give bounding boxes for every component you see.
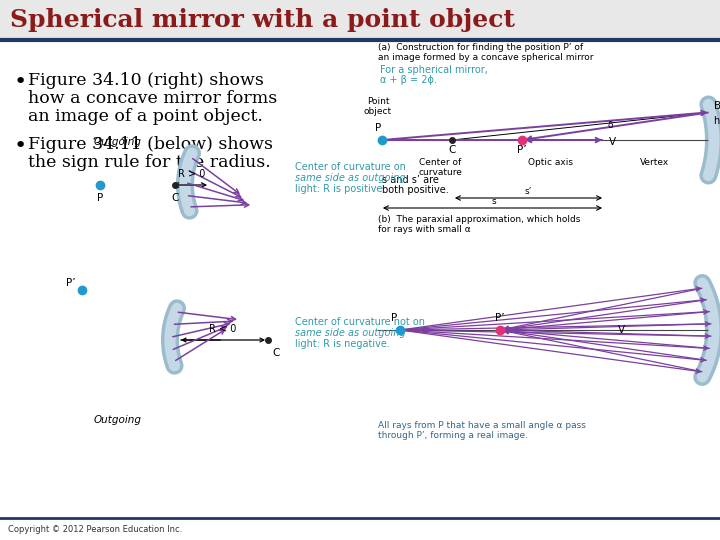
Text: an image formed by a concave spherical mirror: an image formed by a concave spherical m… — [378, 53, 593, 63]
Text: the sign rule for the radius.: the sign rule for the radius. — [28, 154, 271, 171]
Text: for rays with small α: for rays with small α — [378, 226, 471, 234]
Text: Center of curvature on: Center of curvature on — [295, 162, 406, 172]
Text: V: V — [609, 137, 616, 147]
Text: Optic axis: Optic axis — [528, 158, 572, 167]
Text: s: s — [491, 197, 496, 206]
Text: For a spherical mirror,: For a spherical mirror, — [380, 65, 488, 75]
Text: Spherical mirror with a point object: Spherical mirror with a point object — [10, 8, 515, 32]
Text: (a)  Construction for finding the position P’ of: (a) Construction for finding the positio… — [378, 44, 583, 52]
Bar — [0, 0, 720, 40]
Text: Vertex: Vertex — [640, 158, 670, 167]
Text: s’: s’ — [525, 187, 532, 196]
Text: C: C — [272, 348, 279, 358]
Text: Point
object: Point object — [364, 97, 392, 117]
Text: Figure 34.10 (right) shows: Figure 34.10 (right) shows — [28, 72, 264, 89]
Text: same side as outgoing: same side as outgoing — [295, 173, 405, 183]
Text: s and s’ are: s and s’ are — [382, 175, 439, 185]
Text: All rays from P that have a small angle α pass: All rays from P that have a small angle … — [378, 421, 586, 429]
Text: light: R is positive.: light: R is positive. — [295, 184, 385, 194]
Text: P’: P’ — [66, 278, 76, 288]
Text: •: • — [14, 136, 27, 156]
Text: P’: P’ — [495, 313, 505, 323]
Text: Center of curvature not on: Center of curvature not on — [295, 317, 425, 327]
Text: R < 0: R < 0 — [210, 324, 237, 334]
Text: Center of
curvature: Center of curvature — [418, 158, 462, 178]
Text: C: C — [171, 193, 179, 203]
Text: P: P — [391, 313, 397, 323]
Text: Outgoing: Outgoing — [94, 415, 142, 425]
Text: P’: P’ — [517, 145, 527, 155]
Text: δ: δ — [608, 121, 613, 130]
Text: •: • — [14, 72, 27, 92]
Text: through P’, forming a real image.: through P’, forming a real image. — [378, 430, 528, 440]
Text: α + β = 2ϕ.: α + β = 2ϕ. — [380, 75, 437, 85]
Text: same side as outgoing: same side as outgoing — [295, 328, 405, 338]
Text: Outgoing: Outgoing — [94, 137, 142, 147]
Text: V: V — [618, 325, 625, 335]
Text: how a concave mirror forms: how a concave mirror forms — [28, 90, 277, 107]
Text: Copyright © 2012 Pearson Education Inc.: Copyright © 2012 Pearson Education Inc. — [8, 524, 182, 534]
Text: P: P — [374, 123, 381, 133]
Text: Figure 34.11 (below) shows: Figure 34.11 (below) shows — [28, 136, 273, 153]
Text: B: B — [714, 101, 720, 111]
Text: an image of a point object.: an image of a point object. — [28, 108, 263, 125]
Text: h: h — [714, 116, 720, 126]
Text: (b)  The paraxial approximation, which holds: (b) The paraxial approximation, which ho… — [378, 215, 580, 225]
Text: light: R is negative.: light: R is negative. — [295, 339, 390, 349]
Text: C: C — [449, 145, 456, 155]
Text: R > 0: R > 0 — [179, 169, 206, 179]
Text: P: P — [97, 193, 103, 203]
Text: both positive.: both positive. — [382, 185, 449, 195]
